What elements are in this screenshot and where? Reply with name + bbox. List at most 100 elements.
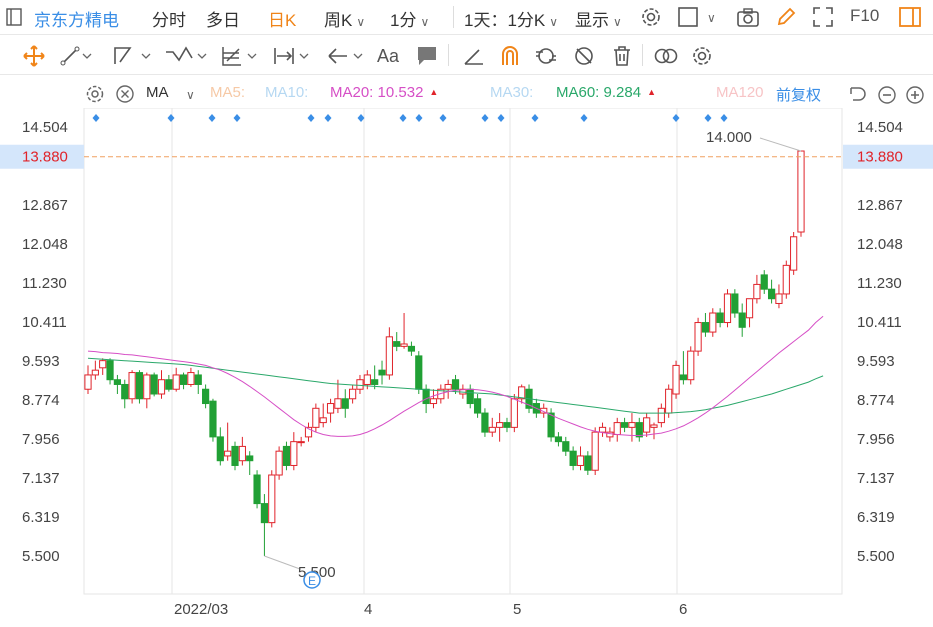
y-tick-label: 14.504: [857, 119, 903, 136]
chevron-down-icon: ∨: [549, 15, 559, 29]
candle-down: [701, 322, 710, 333]
candle-up: [385, 336, 393, 376]
divider: [453, 6, 454, 28]
candle-up: [319, 417, 327, 424]
arrow-tool-icon[interactable]: [326, 44, 366, 68]
ma20-value: 10.532: [377, 84, 424, 101]
candle-down: [282, 445, 291, 466]
chart-style-icon[interactable]: [677, 6, 699, 28]
x-tick-label: 4: [364, 601, 372, 618]
ma-legend: MA ∨ MA5: MA10: MA20: 10.532 ▲ MA30: MA60…: [0, 80, 933, 108]
candle-down: [150, 374, 158, 395]
f10-button[interactable]: F10: [850, 6, 880, 25]
drawing-settings-icon[interactable]: [690, 44, 714, 68]
close-icon[interactable]: [115, 84, 135, 104]
candle-down: [378, 369, 386, 376]
camera-icon[interactable]: [736, 6, 760, 28]
range-tool-icon[interactable]: [272, 44, 312, 68]
x-tick-label: 6: [679, 601, 687, 618]
y-tick-label: 9.593: [22, 353, 60, 370]
magnet-icon[interactable]: [498, 44, 522, 68]
undo-icon[interactable]: [847, 85, 867, 105]
candle-down: [121, 383, 129, 400]
chevron-down-icon[interactable]: ∨: [186, 88, 195, 102]
candle-up: [275, 450, 283, 476]
candle-down: [216, 436, 224, 462]
gear-icon[interactable]: [640, 6, 662, 28]
trash-icon[interactable]: [610, 44, 634, 68]
ma30-label: MA30:: [490, 84, 534, 101]
tab-1min[interactable]: 1分 ∨: [390, 6, 429, 31]
candle-down: [738, 312, 746, 328]
panel-icon[interactable]: [898, 6, 922, 28]
ma60-name: MA60:: [556, 84, 600, 101]
ma-indicator-label[interactable]: MA: [146, 84, 169, 101]
tab-multi-day[interactable]: 多日: [206, 11, 240, 30]
kline-chart[interactable]: 14.504 13.880 12.867 12.048 11.230 10.411 9.59…: [0, 108, 933, 627]
y-tick-label: 7.137: [857, 470, 895, 487]
event-marker-icon: [357, 114, 365, 122]
line-tool-icon[interactable]: [60, 44, 94, 68]
chevron-down-icon[interactable]: ∨: [707, 11, 716, 25]
comment-tool-icon[interactable]: [415, 44, 439, 68]
event-marker-icon: [439, 114, 447, 122]
zoom-in-icon[interactable]: [905, 85, 925, 105]
move-cross-icon[interactable]: [22, 44, 46, 68]
ma20-line: [87, 315, 824, 437]
low-annotation-leader: [264, 555, 301, 570]
display-menu[interactable]: 显示 ∨: [575, 6, 622, 31]
candle-down: [569, 450, 577, 466]
candle-down: [194, 374, 202, 385]
overlay-compare-icon[interactable]: [652, 44, 680, 68]
display-menu-label: 显示: [575, 11, 609, 30]
candle-down: [503, 422, 511, 428]
candle-up: [429, 398, 438, 405]
divider: [448, 44, 449, 66]
wave-tool-icon[interactable]: [164, 44, 210, 68]
candle-up: [782, 264, 790, 295]
candle-up: [496, 422, 504, 428]
ruler-tool-icon[interactable]: [462, 44, 486, 68]
candle-down: [473, 398, 482, 414]
event-markers: [92, 114, 728, 122]
zoom-out-icon[interactable]: [877, 85, 897, 105]
candle-up: [650, 424, 658, 428]
ma5-label: MA5:: [210, 84, 246, 101]
event-marker-icon: [324, 114, 332, 122]
divider: [642, 44, 643, 66]
event-marker-icon: [92, 114, 100, 122]
candle-up: [187, 372, 195, 385]
y-tick-label: 5.500: [857, 548, 895, 565]
candle-up: [99, 360, 107, 369]
sync-icon[interactable]: [534, 44, 558, 68]
period-select[interactable]: 1天：1分K ∨: [464, 6, 558, 31]
tab-intraday[interactable]: 分时: [152, 11, 186, 30]
current-price-box-right: [843, 144, 933, 169]
candle-down: [451, 379, 460, 390]
stock-name[interactable]: 京东方精电: [34, 11, 119, 30]
candle-down: [407, 345, 416, 352]
chevron-down-icon: ∨: [420, 15, 430, 29]
candle-down: [481, 412, 489, 433]
adjust-mode-button[interactable]: 前复权: [776, 87, 822, 104]
x-axis: 2022/03 4 5 6: [174, 601, 687, 618]
event-marker-icon: [531, 114, 539, 122]
pencil-icon[interactable]: [775, 6, 797, 28]
text-tool-icon[interactable]: Aa: [377, 44, 403, 68]
polyline-tool-icon[interactable]: [112, 44, 152, 68]
candle-up: [775, 293, 783, 304]
tab-daily-k[interactable]: 日K: [268, 11, 297, 30]
sidebar-toggle-icon[interactable]: [6, 8, 22, 26]
tab-weekly-k[interactable]: 周K ∨: [324, 6, 365, 31]
ma60-value: 9.284: [603, 84, 642, 101]
indicator-settings-icon[interactable]: [85, 84, 105, 104]
fibonacci-tool-icon[interactable]: [220, 44, 260, 68]
candle-up: [363, 374, 371, 385]
y-tick-label: 7.956: [857, 431, 895, 448]
fullscreen-icon[interactable]: [812, 6, 834, 28]
y-tick-label: 6.319: [857, 509, 895, 526]
hide-icon[interactable]: [572, 44, 596, 68]
candle-up: [488, 426, 496, 433]
y-axis-right: 14.504 13.880 12.867 12.048 11.230 10.411 9.59…: [843, 119, 933, 565]
